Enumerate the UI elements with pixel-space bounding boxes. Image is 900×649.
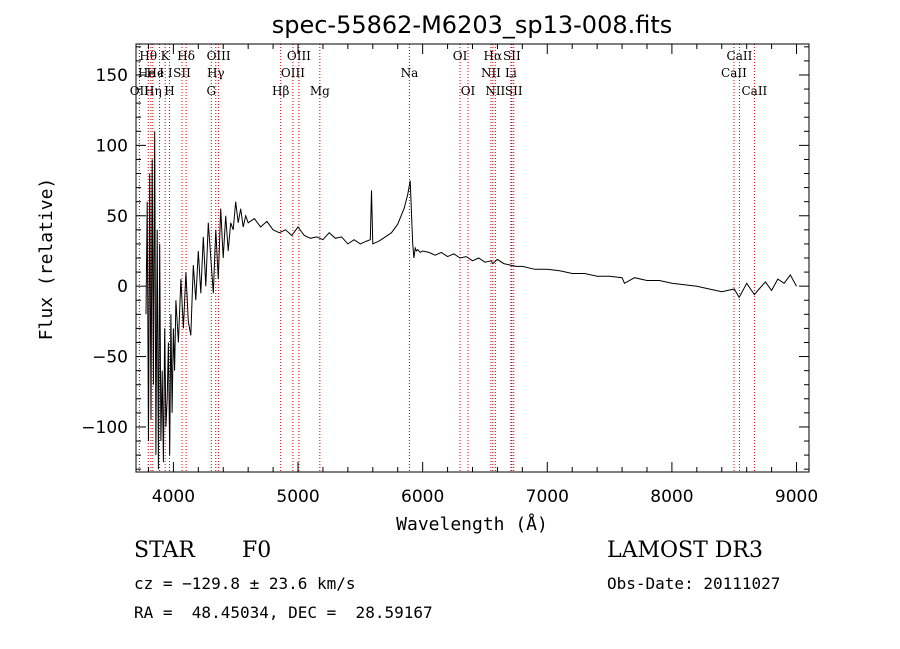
y-tick-label: −100 xyxy=(81,418,128,438)
y-tick-label: 100 xyxy=(96,136,128,156)
x-tick-label: 7000 xyxy=(526,487,569,507)
spectral-line-label: SII xyxy=(173,66,191,80)
spectral-line-label: Hγ xyxy=(207,66,225,80)
observation-date: Obs-Date: 20111027 xyxy=(607,574,781,593)
y-tick-label: 150 xyxy=(96,66,128,86)
spectral-line-label: He I xyxy=(146,66,172,80)
x-axis-label: Wavelength (Å) xyxy=(396,513,548,535)
spectral-line-label: Mg xyxy=(310,84,330,98)
spectral-line-label: SII xyxy=(505,84,523,98)
spectral-line-label: Hβ xyxy=(272,84,289,98)
spectral-line-label: OIII xyxy=(281,66,305,80)
spectral-line-label: CaII xyxy=(721,66,747,80)
y-tick-label: 0 xyxy=(117,277,128,297)
spectral-line-label: K xyxy=(161,49,171,63)
spectrum-series-line xyxy=(145,131,797,470)
chart-title: spec-55862-M6203_sp13-008.fits xyxy=(272,11,673,39)
spectral-line-label: OII xyxy=(130,84,150,98)
survey-name: LAMOST DR3 xyxy=(607,538,763,563)
spectral-line-label: CaII xyxy=(741,84,767,98)
plot-frame xyxy=(135,43,810,473)
x-tick-label: 8000 xyxy=(650,487,693,507)
y-axis-label: Flux (relative) xyxy=(36,178,57,341)
spectral-line-label: He I xyxy=(138,66,164,80)
coordinates: RA = 48.45034, DEC = 28.59167 xyxy=(134,603,433,622)
redshift-velocity: cz = −129.8 ± 23.6 km/s xyxy=(134,574,356,593)
spectral-line-label: Hα xyxy=(484,49,503,63)
spectral-line-label: Hη xyxy=(144,84,162,98)
spectral-line-label: NII xyxy=(485,84,505,98)
spectral-line-label: OIII xyxy=(287,49,311,63)
spectral-line-label: Na xyxy=(401,66,419,80)
x-tick-label: 9000 xyxy=(775,487,818,507)
object-class: STAR xyxy=(134,538,195,563)
y-tick-label: 50 xyxy=(106,207,128,227)
spectral-line-label: OI xyxy=(453,49,468,63)
x-tick-label: 4000 xyxy=(152,487,195,507)
spectral-line-label: OI xyxy=(461,84,476,98)
spectral-line-label: Hδ xyxy=(177,49,195,63)
spectral-line-label: SII xyxy=(503,49,521,63)
spectral-line-label: NII xyxy=(481,66,501,80)
spectral-line-label: Hθ xyxy=(139,49,157,63)
x-tick-label: 5000 xyxy=(276,487,319,507)
x-tick-label: 6000 xyxy=(401,487,444,507)
spectral-line-label: OIII xyxy=(207,49,231,63)
y-tick-label: −50 xyxy=(92,348,128,368)
spectral-line-label: G xyxy=(206,84,216,98)
spectral-line-label: CaII xyxy=(727,49,753,63)
spectral-line-label: H xyxy=(164,84,174,98)
spectral-line-label: Li xyxy=(505,66,517,80)
object-subclass: F0 xyxy=(242,538,272,563)
